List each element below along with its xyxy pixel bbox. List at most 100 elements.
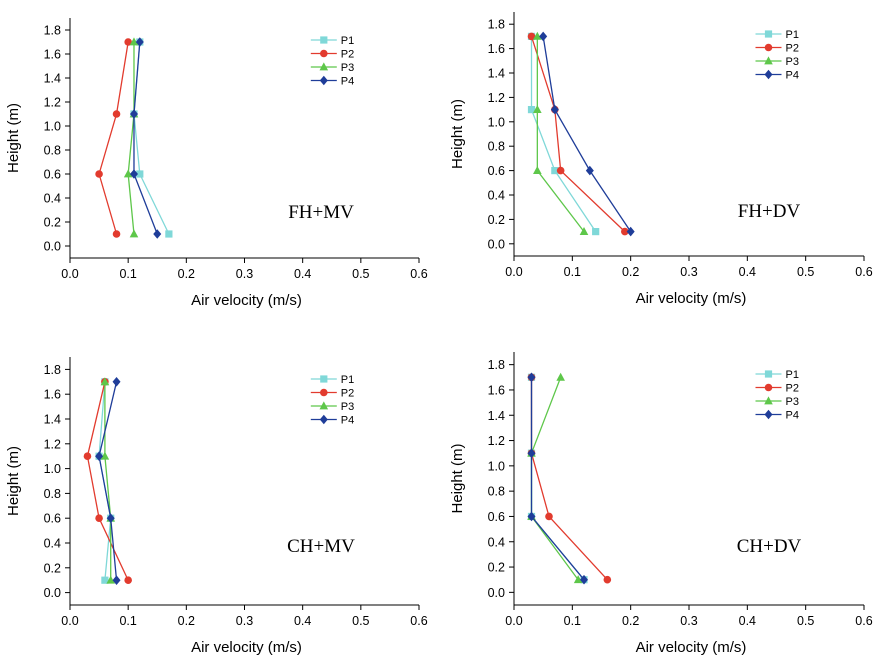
data-point — [527, 32, 536, 41]
y-tick-label: 0.0 — [488, 586, 505, 600]
x-tick-label: 0.3 — [680, 265, 697, 279]
data-point — [95, 514, 103, 522]
data-point — [124, 576, 132, 584]
legend-marker — [764, 69, 773, 80]
legend-label: P1 — [786, 369, 799, 381]
x-axis-title: Air velocity (m/s) — [191, 292, 302, 309]
x-tick-label: 0.5 — [797, 265, 814, 279]
y-tick-label: 0.4 — [488, 535, 505, 549]
data-point — [573, 575, 583, 584]
legend-marker — [764, 409, 773, 420]
y-tick-label: 0.2 — [488, 561, 505, 575]
y-tick-label: 1.6 — [44, 388, 61, 402]
legend-label: P3 — [341, 401, 354, 413]
series-P4 — [527, 372, 588, 585]
data-point — [533, 105, 542, 113]
y-tick-label: 0.8 — [44, 487, 61, 501]
y-tick-label: 1.2 — [44, 437, 61, 451]
legend-label: P4 — [786, 410, 799, 422]
x-tick-label: 0.1 — [564, 265, 581, 279]
y-tick-label: 1.4 — [44, 413, 61, 427]
y-tick-label: 0.6 — [44, 168, 61, 182]
legend-label: P1 — [341, 374, 354, 386]
y-tick-label: 1.0 — [488, 459, 505, 473]
legend-marker — [320, 36, 328, 44]
x-tick-label: 0.4 — [739, 614, 756, 628]
x-tick-label: 0.5 — [352, 267, 369, 281]
y-axis-title: Height (m) — [5, 446, 22, 516]
legend-label: P1 — [341, 35, 354, 47]
x-tick-label: 0.6 — [410, 267, 427, 281]
panel-label: CH+MV — [287, 536, 355, 557]
data-point — [112, 575, 121, 585]
y-tick-label: 0.0 — [488, 237, 505, 251]
legend-label: P3 — [786, 396, 799, 408]
legend-marker — [764, 30, 773, 38]
series-P4 — [95, 377, 121, 585]
y-tick-label: 1.8 — [488, 358, 505, 372]
x-tick-label: 0.0 — [505, 614, 522, 628]
data-point — [112, 230, 121, 238]
series-P3 — [527, 372, 583, 584]
series-line — [530, 36, 626, 233]
x-tick-label: 0.5 — [797, 614, 814, 628]
data-point — [539, 31, 548, 42]
series-line — [530, 377, 585, 581]
data-point — [580, 574, 588, 585]
y-tick-label: 0.2 — [44, 216, 61, 230]
legend-marker — [319, 414, 328, 425]
x-tick-label: 0.0 — [505, 265, 522, 279]
x-tick-label: 0.6 — [855, 265, 872, 279]
y-tick-label: 0.4 — [44, 192, 61, 206]
y-tick-label: 1.8 — [44, 24, 61, 38]
panel-label: FH+DV — [738, 201, 801, 222]
series-line — [133, 41, 158, 235]
series-line — [536, 36, 585, 232]
legend-marker — [764, 43, 773, 52]
legend-label: P3 — [341, 62, 354, 74]
legend-label: P3 — [786, 56, 799, 68]
series-line — [530, 377, 608, 581]
legend-marker — [320, 49, 328, 58]
y-tick-label: 0.4 — [488, 189, 505, 203]
data-point — [95, 451, 104, 461]
y-tick-label: 0.0 — [44, 240, 61, 254]
chart-panel-4: 0.0 0.1 0.2 0.3 0.4 0.5 0.6 0.0 0.2 0.4 0.6 0.8 1.0 1… — [449, 352, 873, 656]
x-tick-label: 0.2 — [178, 267, 195, 281]
y-tick-label: 0.0 — [44, 586, 61, 600]
data-point — [135, 37, 144, 47]
y-tick-label: 1.0 — [44, 120, 61, 134]
legend-marker — [319, 62, 329, 71]
data-point — [556, 166, 565, 175]
legend-marker — [764, 370, 773, 378]
legend-marker — [764, 383, 773, 392]
y-tick-label: 1.4 — [488, 67, 505, 81]
data-point — [124, 38, 132, 46]
x-tick-label: 0.3 — [236, 267, 253, 281]
y-tick-label: 0.8 — [488, 140, 505, 154]
series-P4 — [539, 31, 635, 237]
data-point — [153, 229, 162, 239]
data-point — [106, 513, 115, 523]
x-tick-label: 0.4 — [739, 265, 756, 279]
y-tick-label: 1.6 — [44, 48, 61, 62]
data-point — [626, 226, 635, 237]
data-point — [112, 377, 121, 387]
x-tick-label: 0.1 — [119, 614, 136, 628]
x-tick-label: 0.1 — [564, 614, 581, 628]
legend-label: P2 — [341, 388, 354, 400]
data-point — [556, 372, 565, 381]
data-point — [101, 576, 109, 584]
data-point — [545, 512, 553, 521]
legend-label: P4 — [341, 415, 354, 427]
y-tick-label: 1.2 — [488, 434, 505, 448]
data-point — [129, 109, 138, 119]
y-tick-label: 0.8 — [44, 144, 61, 158]
legend-label: P1 — [786, 29, 799, 41]
y-tick-label: 0.8 — [488, 485, 505, 499]
data-point — [129, 37, 139, 46]
